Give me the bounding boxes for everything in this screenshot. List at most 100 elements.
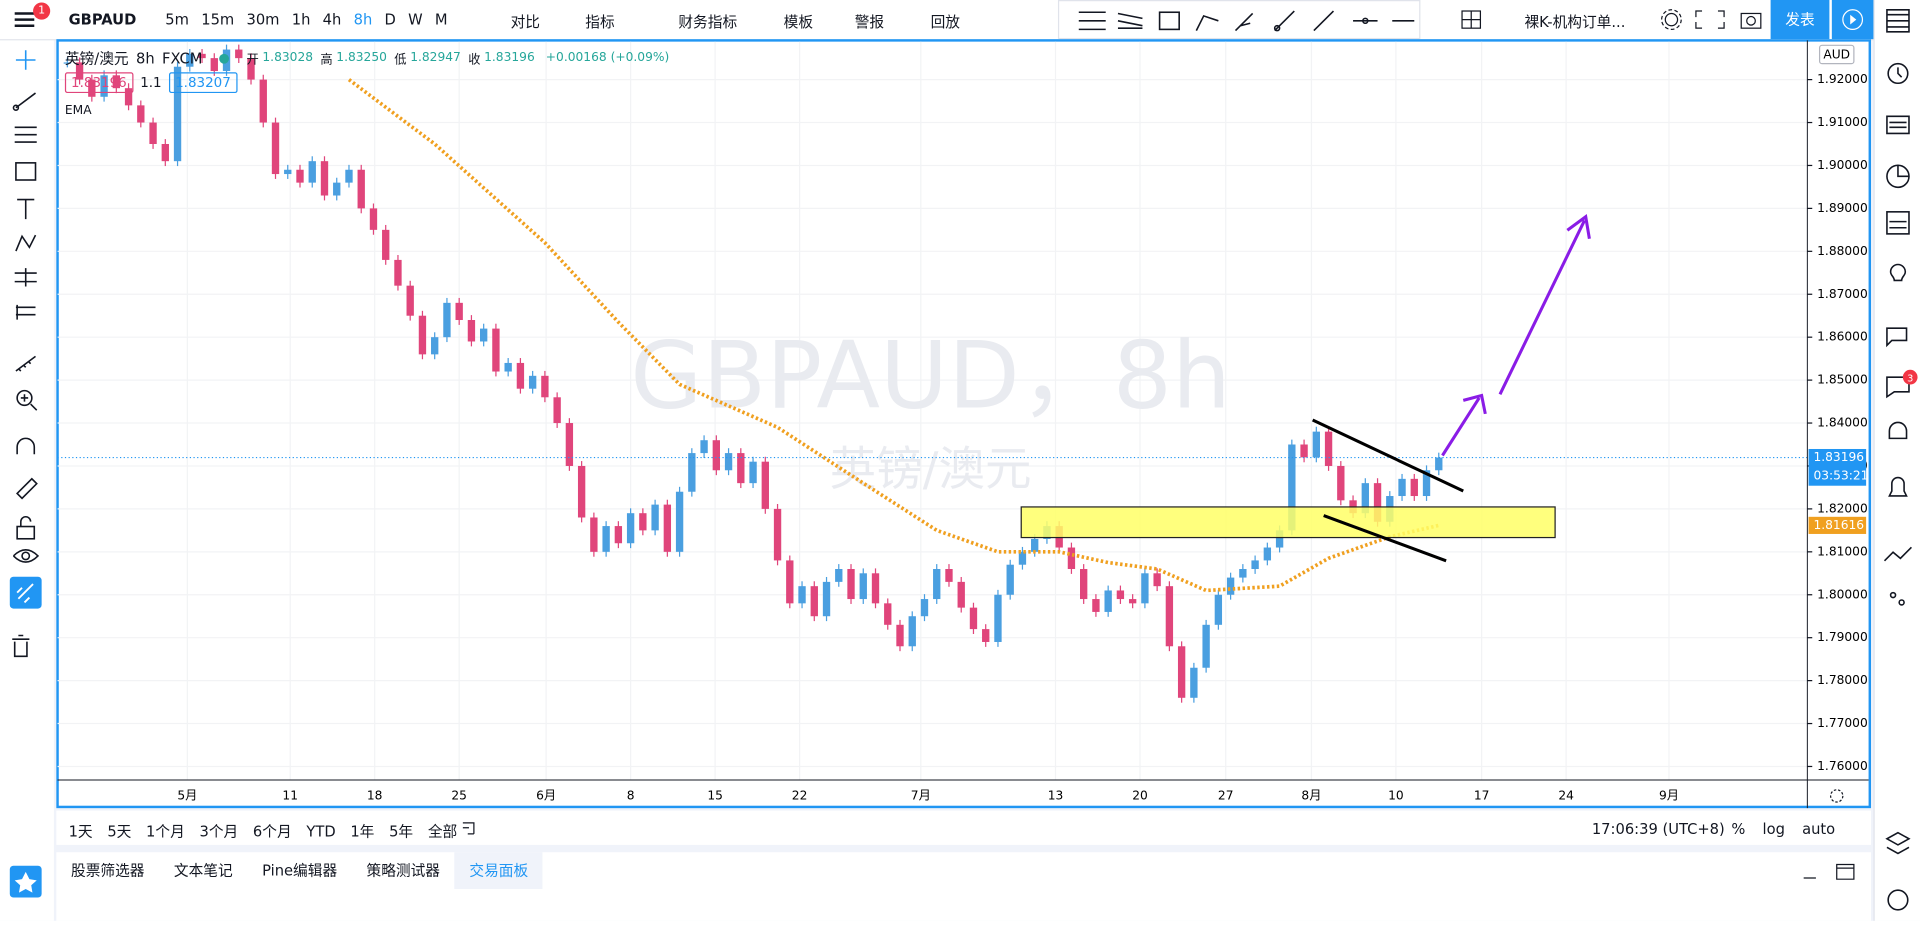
toolbar-button[interactable]: 回放 bbox=[930, 13, 961, 31]
candle bbox=[1190, 667, 1198, 698]
toolbar-button[interactable]: 指标 bbox=[585, 13, 615, 31]
candle bbox=[1422, 470, 1431, 497]
y-tick-label: 1.78000 bbox=[1817, 673, 1868, 687]
panel-tab[interactable]: 交易面板 bbox=[454, 852, 543, 889]
toolbar-button[interactable]: 财务指标 bbox=[678, 13, 738, 31]
interval[interactable]: 4h bbox=[322, 11, 342, 29]
x-tick-label: 27 bbox=[1218, 788, 1234, 802]
right-toolbar: 3 bbox=[1873, 0, 1920, 921]
scale-option[interactable]: log bbox=[1762, 820, 1785, 838]
interval[interactable]: 15m bbox=[201, 11, 235, 29]
x-tick-label: 17 bbox=[1474, 788, 1490, 802]
candle bbox=[186, 53, 194, 67]
candle bbox=[553, 397, 561, 424]
panel-tab[interactable]: Pine编辑器 bbox=[262, 862, 338, 880]
range[interactable]: 1天 bbox=[68, 822, 93, 841]
panel-tab[interactable]: 文本笔记 bbox=[173, 862, 233, 880]
trend-line[interactable] bbox=[1323, 514, 1447, 563]
x-tick-label: 22 bbox=[792, 788, 808, 802]
menu-icon[interactable] bbox=[12, 10, 41, 30]
candle bbox=[847, 569, 855, 600]
publish-button[interactable]: 发表 bbox=[1770, 0, 1830, 40]
range[interactable]: 1个月 bbox=[146, 822, 185, 841]
y-tick-label: 1.87000 bbox=[1817, 287, 1868, 301]
panel-tab[interactable]: 股票筛选器 bbox=[71, 862, 145, 880]
symbol[interactable]: GBPAUD bbox=[68, 11, 137, 29]
interval[interactable]: 5m bbox=[165, 11, 189, 29]
y-tick-label: 1.92000 bbox=[1817, 72, 1868, 86]
currency: AUD bbox=[1823, 48, 1850, 62]
arrow[interactable] bbox=[1498, 214, 1591, 395]
ohlc-label: 低 bbox=[394, 53, 407, 68]
candle bbox=[688, 453, 696, 492]
candle bbox=[333, 182, 341, 196]
layout-name[interactable]: 裸K-机构订单... bbox=[1524, 13, 1626, 31]
candle bbox=[1067, 547, 1076, 570]
candle bbox=[786, 560, 794, 604]
candle bbox=[565, 423, 574, 466]
y-tick-label: 1.84000 bbox=[1817, 416, 1868, 430]
spread: 1.1 bbox=[140, 74, 162, 91]
candle bbox=[859, 573, 867, 600]
range[interactable]: 6个月 bbox=[252, 822, 292, 841]
candle bbox=[675, 491, 684, 552]
candle bbox=[712, 440, 721, 471]
settings-icon[interactable] bbox=[1830, 789, 1844, 803]
interval[interactable]: W bbox=[408, 11, 423, 29]
candle bbox=[626, 513, 635, 544]
candle bbox=[1104, 590, 1112, 612]
watermark-title: GBPAUD，8h bbox=[630, 321, 1231, 429]
candle bbox=[1080, 569, 1088, 600]
scale-option[interactable]: % bbox=[1731, 820, 1746, 838]
candle bbox=[1337, 465, 1345, 501]
goto-icon[interactable] bbox=[460, 818, 480, 838]
countdown: 03:53:21 bbox=[1813, 468, 1868, 482]
ohlc-value: 1.82947 bbox=[410, 51, 461, 65]
interval[interactable]: 8h bbox=[353, 11, 373, 29]
clock: 17:06:39 (UTC+8) bbox=[1591, 820, 1725, 838]
candle bbox=[63, 62, 72, 64]
range[interactable]: 1年 bbox=[350, 822, 375, 841]
range[interactable]: 5年 bbox=[389, 822, 414, 841]
candle bbox=[957, 581, 965, 608]
candle bbox=[1239, 569, 1247, 578]
scale-option[interactable]: auto bbox=[1802, 820, 1836, 838]
interval[interactable]: M bbox=[434, 11, 448, 29]
axes: 1.76000 1.77000 1.78000 1.79000 1.80000 1.810… bbox=[177, 72, 1868, 802]
panel-tab[interactable]: 策略测试器 bbox=[366, 862, 441, 880]
interval[interactable]: 1h bbox=[291, 11, 311, 29]
bid[interactable]: 1.83196 bbox=[64, 72, 133, 94]
candle bbox=[908, 616, 916, 647]
toolbar-button[interactable]: 模板 bbox=[783, 13, 814, 31]
range[interactable]: YTD bbox=[306, 822, 336, 840]
ranges: 1天 5天 1个月 3个月 6个月 YTD 1年 5年 全部 bbox=[69, 820, 458, 841]
candle bbox=[1324, 431, 1333, 466]
interval[interactable]: 30m bbox=[246, 11, 280, 29]
y-tick-label: 1.82000 bbox=[1817, 501, 1868, 515]
play-button[interactable] bbox=[1831, 0, 1874, 40]
arrow[interactable] bbox=[1441, 393, 1487, 457]
interval[interactable]: D bbox=[384, 11, 396, 29]
candle bbox=[235, 49, 243, 59]
candle bbox=[149, 122, 157, 144]
trend-line[interactable] bbox=[1312, 418, 1464, 493]
layout-icon[interactable] bbox=[1460, 9, 1484, 31]
candle bbox=[198, 53, 206, 59]
range[interactable]: 全部 bbox=[427, 822, 458, 841]
candle bbox=[271, 122, 280, 175]
toolbar-button[interactable]: 警报 bbox=[854, 13, 885, 31]
toolbar-button[interactable]: 对比 bbox=[510, 13, 541, 31]
ask[interactable]: 1.83207 bbox=[168, 72, 237, 94]
candle bbox=[1435, 457, 1443, 471]
y-tick-label: 1.85000 bbox=[1817, 373, 1868, 387]
last-price-label: 1.83196 bbox=[1813, 450, 1864, 464]
range[interactable]: 3个月 bbox=[199, 822, 239, 841]
zone-box[interactable] bbox=[1020, 506, 1556, 539]
candle bbox=[1092, 599, 1100, 612]
candle bbox=[88, 79, 96, 97]
range[interactable]: 5天 bbox=[107, 822, 132, 841]
ohlc: 开 1.83028 高 1.83250 低 1.82947 收 1.83196 bbox=[246, 49, 538, 67]
indicator-name: EMA bbox=[64, 104, 92, 118]
candle bbox=[357, 169, 365, 209]
candle bbox=[516, 362, 525, 389]
